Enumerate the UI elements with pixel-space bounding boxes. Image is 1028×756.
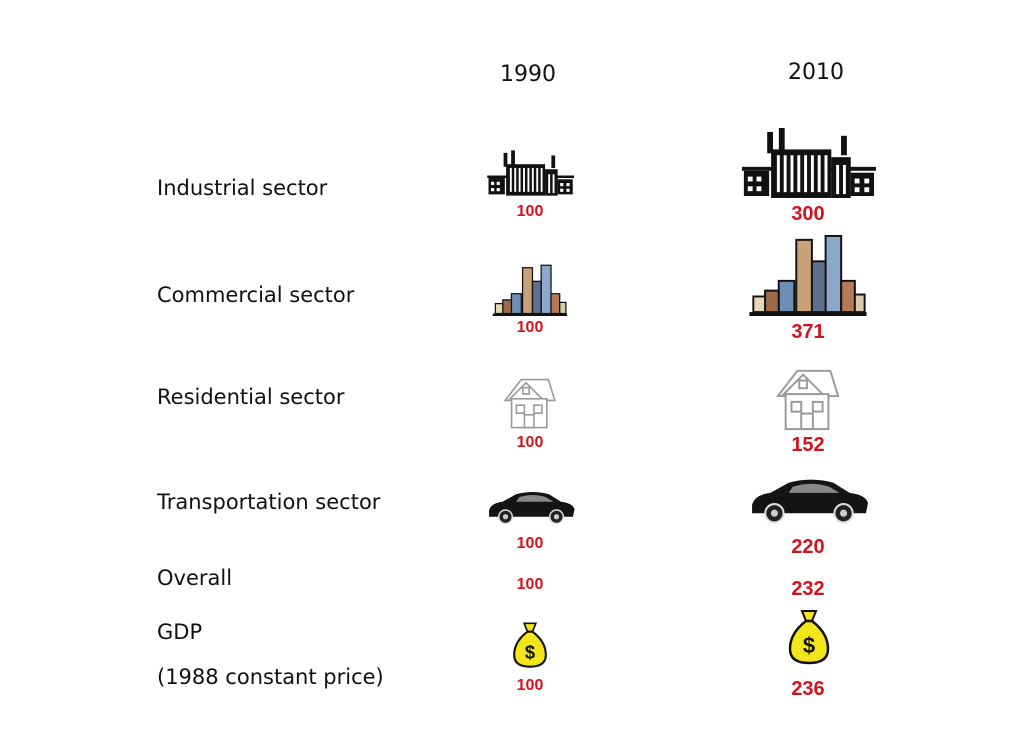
row-label-overall: Overall [157,566,233,590]
year-header-2010: 2010 [788,60,844,85]
row-label-commercial: Commercial sector [157,283,355,307]
svg-text:$: $ [525,641,535,662]
value-2010-transportation: 220 [791,536,825,558]
value-1990-transportation: 100 [516,535,544,552]
value-2010-industrial: 300 [791,203,825,225]
row-label-transportation: Transportation sector [157,490,381,514]
value-1990-residential: 100 [516,434,544,451]
value-2010-gdp: 236 [791,678,825,700]
value-2010-overall: 232 [791,578,825,600]
car-icon [489,492,575,525]
value-2010-residential: 152 [791,434,825,456]
value-1990-overall: 100 [516,576,544,593]
city-buildings-icon [749,234,867,316]
value-1990-commercial: 100 [516,319,544,336]
city-buildings-icon [492,264,568,316]
factory-icon [741,128,876,198]
row-label-gdp-note: (1988 constant price) [157,665,384,689]
year-header-1990: 1990 [500,62,556,87]
value-2010-commercial: 371 [791,321,825,343]
car-icon [752,479,868,524]
value-1990-industrial: 100 [516,203,544,220]
row-label-industrial: Industrial sector [157,176,328,200]
value-1990-gdp: 100 [516,677,544,694]
money-bag-icon: $ [788,610,830,665]
money-bag-icon: $ [513,622,547,668]
factory-icon [487,150,574,196]
house-icon [775,369,840,431]
row-label-residential: Residential sector [157,385,345,409]
row-label-gdp: GDP [157,620,203,644]
svg-text:$: $ [803,633,815,658]
house-icon [503,378,556,429]
